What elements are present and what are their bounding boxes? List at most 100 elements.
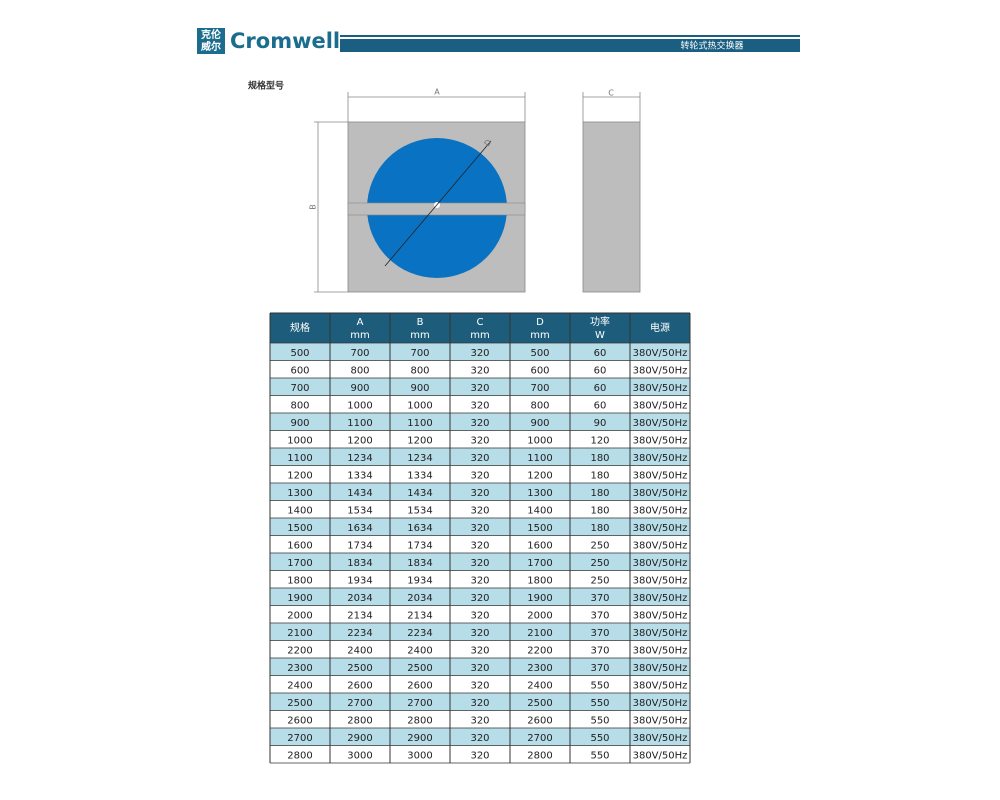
cell: 180 [590, 453, 609, 464]
cell: 2034 [407, 593, 432, 604]
table-row [270, 675, 690, 693]
header-cell: D [536, 317, 544, 328]
cell: 180 [590, 488, 609, 499]
cell: 1634 [347, 523, 372, 534]
cell: 900 [350, 383, 369, 394]
cell: 2300 [287, 663, 312, 674]
header-cell: mm [470, 330, 489, 341]
cell: 2400 [287, 680, 312, 691]
cell: 2800 [527, 750, 552, 761]
cell: 2200 [287, 645, 312, 656]
cell: 250 [590, 540, 609, 551]
cell: 320 [470, 575, 489, 586]
cell: 1000 [407, 400, 432, 411]
cell: 2700 [527, 733, 552, 744]
cell: 380V/50Hz [633, 698, 688, 709]
table-row [270, 745, 690, 763]
cell: 320 [470, 365, 489, 376]
cell: 1834 [407, 558, 432, 569]
cell: 320 [470, 383, 489, 394]
cell: 320 [470, 715, 489, 726]
table-row [270, 465, 690, 483]
cell: 2300 [527, 663, 552, 674]
table-row [270, 518, 690, 536]
table-row [270, 570, 690, 588]
cell: 2500 [347, 663, 372, 674]
cell: 1900 [527, 593, 552, 604]
cell: 60 [594, 365, 607, 376]
cell: 3000 [347, 750, 372, 761]
cell: 380V/50Hz [633, 558, 688, 569]
table-row [270, 378, 690, 396]
table-row [270, 430, 690, 448]
cell: 320 [470, 400, 489, 411]
cell: 1100 [287, 453, 312, 464]
cell: 1234 [347, 453, 372, 464]
cell: 2234 [407, 628, 432, 639]
table-row [270, 395, 690, 413]
logo-cn: 克伦 [201, 28, 222, 41]
cell: 380V/50Hz [633, 348, 688, 359]
cell: 2400 [407, 645, 432, 656]
header-line [340, 35, 800, 37]
cell: 320 [470, 470, 489, 481]
cell: 320 [470, 453, 489, 464]
cell: 380V/50Hz [633, 575, 688, 586]
cell: 550 [590, 698, 609, 709]
cell: 2600 [287, 715, 312, 726]
cell: 380V/50Hz [633, 365, 688, 376]
logo-box [197, 28, 225, 54]
cell: 320 [470, 558, 489, 569]
cell: 380V/50Hz [633, 715, 688, 726]
cell: 1434 [407, 488, 432, 499]
cell: 320 [470, 435, 489, 446]
cell: 2600 [407, 680, 432, 691]
cell: 2034 [347, 593, 372, 604]
cell: 180 [590, 523, 609, 534]
cell: 700 [410, 348, 429, 359]
cell: 1534 [347, 505, 372, 516]
cell: 380V/50Hz [633, 470, 688, 481]
cell: 2100 [527, 628, 552, 639]
cell: 380V/50Hz [633, 383, 688, 394]
cell: 380V/50Hz [633, 453, 688, 464]
cell: 380V/50Hz [633, 663, 688, 674]
cell: 800 [290, 400, 309, 411]
cell: 370 [590, 645, 609, 656]
cell: 380V/50Hz [633, 628, 688, 639]
cell: 60 [594, 348, 607, 359]
cell: 380V/50Hz [633, 540, 688, 551]
cell: 800 [410, 365, 429, 376]
dim-label: A [434, 88, 440, 97]
cell: 320 [470, 733, 489, 744]
cell: 60 [594, 383, 607, 394]
table-row [270, 413, 690, 431]
cell: 1600 [527, 540, 552, 551]
cell: 1834 [347, 558, 372, 569]
cell: 1600 [287, 540, 312, 551]
cell: 1334 [407, 470, 432, 481]
cell: 320 [470, 505, 489, 516]
cell: 1000 [527, 435, 552, 446]
cell: 2000 [527, 610, 552, 621]
cell: 320 [470, 348, 489, 359]
cell: 2134 [347, 610, 372, 621]
header-cell: A [357, 317, 364, 328]
cell: 1334 [347, 470, 372, 481]
cell: 2900 [407, 733, 432, 744]
cell: 900 [290, 418, 309, 429]
dim-label: C [608, 89, 614, 98]
cell: 2700 [407, 698, 432, 709]
header-cell: 功率 [590, 315, 610, 328]
header-cell: B [417, 317, 424, 328]
cell: 380V/50Hz [633, 418, 688, 429]
cell: 1700 [527, 558, 552, 569]
cell: 380V/50Hz [633, 523, 688, 534]
cell: 800 [350, 365, 369, 376]
cell: 1300 [287, 488, 312, 499]
cell: 380V/50Hz [633, 610, 688, 621]
cell: 1934 [347, 575, 372, 586]
cell: 370 [590, 663, 609, 674]
cell: 380V/50Hz [633, 505, 688, 516]
cell: 380V/50Hz [633, 645, 688, 656]
